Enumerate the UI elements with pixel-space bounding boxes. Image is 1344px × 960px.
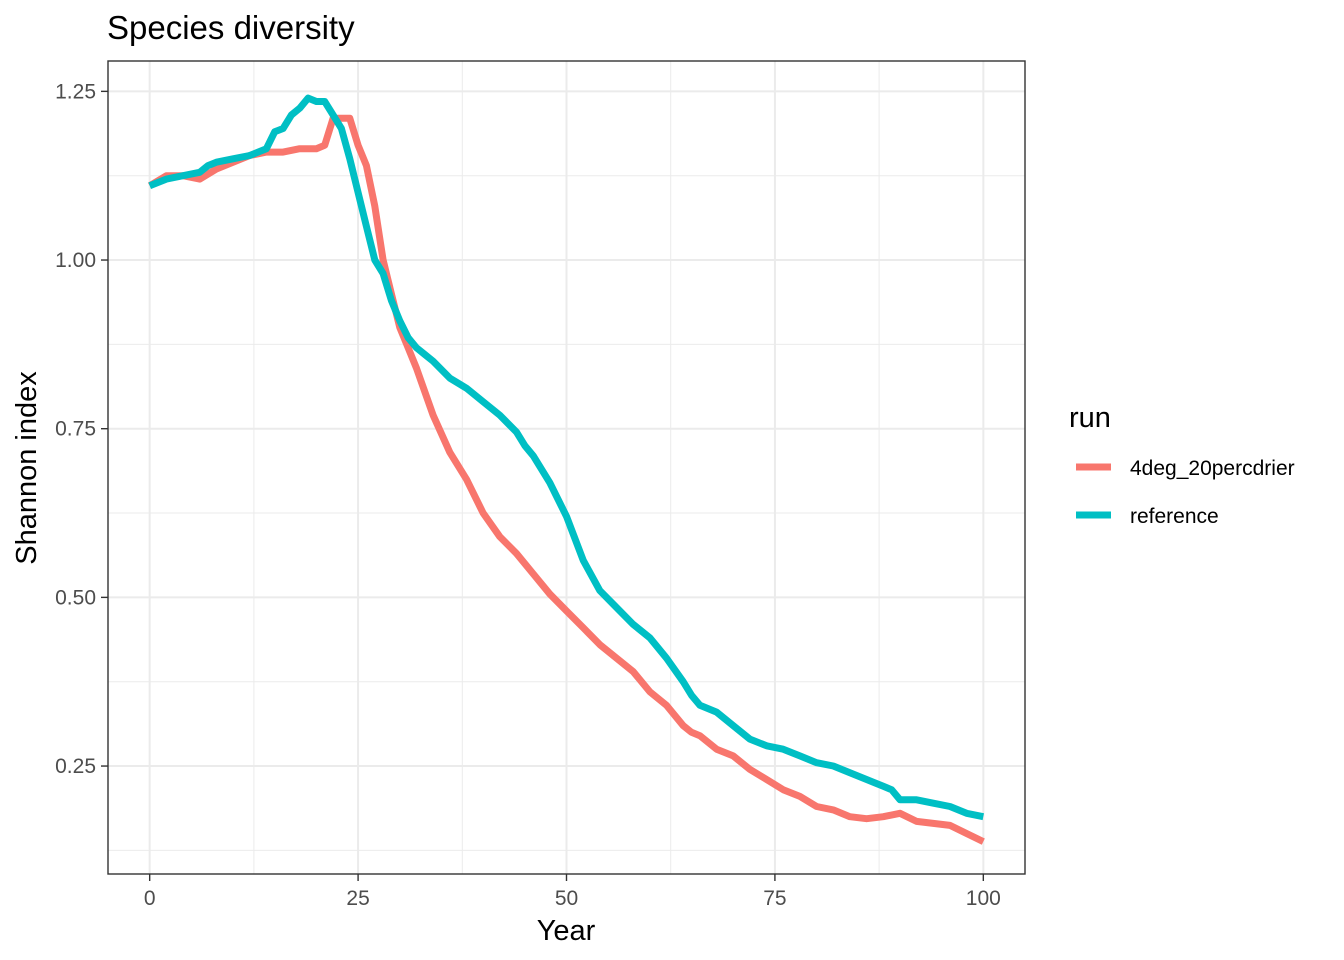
y-tick-label: 0.25	[55, 755, 96, 778]
x-tick-label: 0	[144, 887, 156, 910]
plot-panel	[107, 60, 1026, 875]
x-tick-label: 100	[966, 887, 1001, 910]
series-line-reference	[148, 94, 984, 821]
legend-items: 4deg_20percdrier reference	[1076, 457, 1295, 528]
y-tick-label: 0.50	[55, 586, 96, 609]
y-axis-title: Shannon index	[11, 371, 43, 565]
x-tick-label: 25	[346, 887, 369, 910]
legend-label: reference	[1130, 505, 1219, 528]
y-tick-label: 0.75	[55, 418, 96, 441]
chart-title: Species diversity	[107, 9, 355, 46]
x-tick-label: 75	[763, 887, 786, 910]
legend-label: 4deg_20percdrier	[1130, 457, 1295, 480]
y-axis: 0.25 0.50 0.75 1.00 1.25	[55, 80, 108, 778]
y-tick-label: 1.25	[55, 80, 96, 103]
legend: run 4deg_20percdrier reference	[1069, 402, 1295, 528]
grid-major	[108, 61, 1025, 874]
x-tick-label: 50	[555, 887, 578, 910]
series-lines	[147, 94, 985, 845]
x-axis-title: Year	[537, 915, 596, 947]
x-axis: 0 25 50 75 100	[144, 874, 1001, 910]
y-tick-label: 1.00	[55, 249, 96, 272]
legend-title: run	[1069, 402, 1111, 434]
series-line-4deg_20percdrier	[147, 114, 985, 845]
